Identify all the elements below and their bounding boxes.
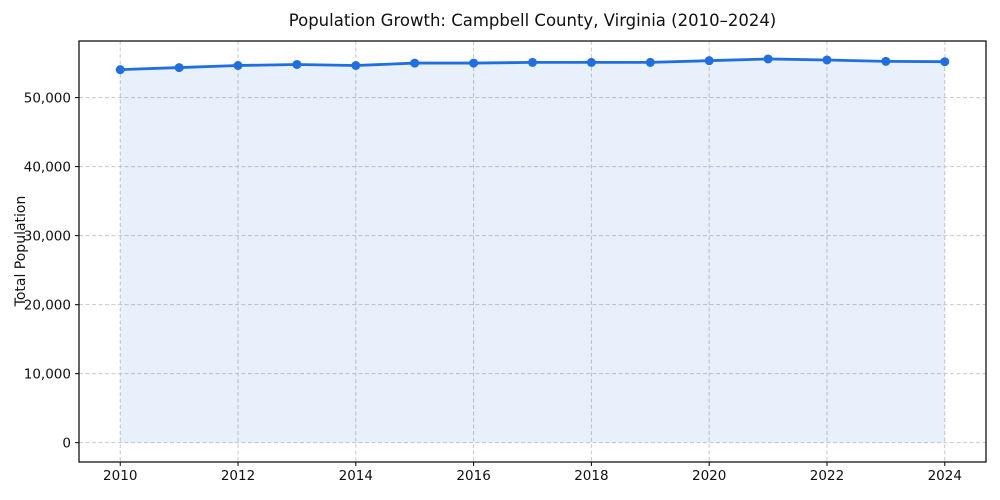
series-area-fill	[120, 58, 945, 443]
x-tick-label: 2020	[692, 468, 726, 484]
y-tick-label: 20,000	[24, 297, 71, 313]
x-tick-label: 2018	[574, 468, 608, 484]
y-tick-label: 40,000	[24, 159, 71, 175]
y-tick-label: 30,000	[24, 228, 71, 244]
data-point	[292, 59, 302, 69]
data-point	[586, 57, 596, 67]
x-tick-label: 2010	[103, 468, 137, 484]
data-point	[940, 57, 950, 67]
y-tick-label: 0	[62, 435, 71, 451]
data-point	[469, 58, 479, 68]
data-point	[174, 63, 184, 73]
x-tick-label: 2016	[456, 468, 490, 484]
data-point	[763, 54, 773, 64]
data-point	[645, 57, 655, 67]
data-point	[233, 61, 243, 71]
data-point	[822, 55, 832, 65]
x-tick-label: 2012	[221, 468, 255, 484]
chart-title: Population Growth: Campbell County, Virg…	[288, 11, 777, 30]
x-tick-label: 2014	[339, 468, 373, 484]
y-tick-label: 50,000	[24, 90, 71, 106]
data-point	[410, 58, 420, 68]
y-tick-label: 10,000	[24, 366, 71, 382]
x-tick-label: 2024	[928, 468, 962, 484]
plot-border	[78, 40, 987, 463]
data-point	[704, 56, 714, 66]
data-point	[115, 65, 125, 75]
data-point	[351, 61, 361, 71]
data-point	[528, 57, 537, 67]
data-point	[881, 56, 891, 66]
x-tick-label: 2022	[810, 468, 844, 484]
